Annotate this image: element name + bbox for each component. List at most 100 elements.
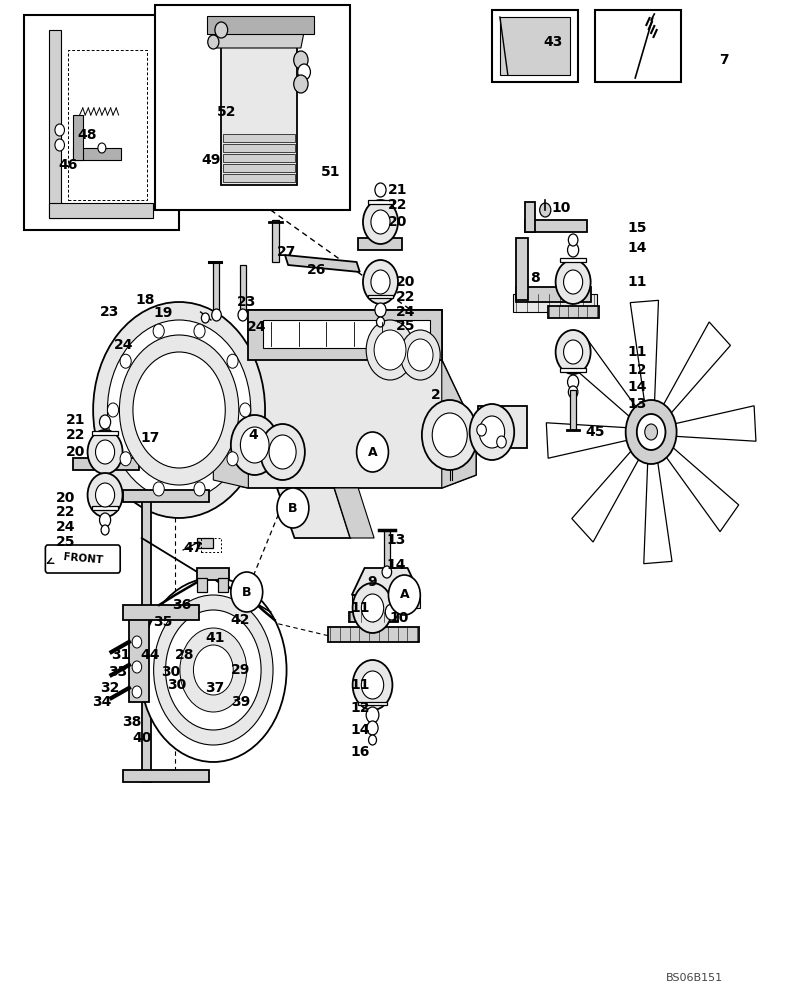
Bar [223, 164, 295, 172]
Bar [49, 203, 153, 218]
Circle shape [371, 270, 390, 294]
Text: 36: 36 [172, 598, 191, 612]
Text: 4: 4 [248, 428, 258, 442]
Text: 30: 30 [162, 665, 181, 679]
Circle shape [88, 473, 123, 517]
Circle shape [382, 566, 392, 578]
Polygon shape [352, 595, 420, 608]
Bar [478, 406, 527, 448]
Circle shape [107, 403, 119, 417]
Circle shape [166, 610, 261, 730]
Bar [384, 530, 390, 568]
Text: A: A [400, 588, 409, 601]
Text: 24: 24 [114, 338, 133, 352]
Circle shape [132, 636, 142, 648]
Text: B: B [242, 585, 252, 598]
Bar [197, 568, 229, 580]
Text: 27: 27 [277, 245, 296, 259]
Bar [516, 238, 528, 300]
Circle shape [140, 578, 287, 762]
Text: 13: 13 [627, 397, 646, 411]
Circle shape [637, 414, 665, 450]
Circle shape [367, 721, 378, 735]
Circle shape [363, 200, 398, 244]
Circle shape [227, 452, 238, 466]
Text: 13: 13 [387, 533, 406, 547]
Bar [492, 10, 578, 82]
Text: 52: 52 [217, 105, 236, 119]
Circle shape [215, 22, 228, 38]
Text: 22: 22 [396, 290, 416, 304]
Text: 21: 21 [66, 413, 85, 427]
Polygon shape [630, 300, 658, 405]
Text: 51: 51 [321, 165, 340, 179]
Circle shape [564, 270, 583, 294]
Circle shape [120, 452, 131, 466]
Text: 26: 26 [307, 263, 326, 277]
Text: 16: 16 [350, 745, 369, 759]
Text: 12: 12 [350, 701, 369, 715]
Circle shape [385, 604, 398, 620]
Bar [218, 578, 228, 592]
Text: BS06B151: BS06B151 [665, 973, 723, 983]
Text: 11: 11 [350, 601, 369, 615]
Circle shape [154, 595, 273, 745]
Polygon shape [662, 322, 731, 415]
Text: 20: 20 [66, 445, 85, 459]
Text: 31: 31 [111, 648, 131, 662]
Text: 20: 20 [56, 491, 75, 505]
Text: 23: 23 [237, 295, 256, 309]
Circle shape [366, 320, 414, 380]
Circle shape [371, 210, 390, 234]
Circle shape [227, 354, 238, 368]
Circle shape [132, 686, 142, 698]
Circle shape [375, 303, 386, 317]
Polygon shape [665, 446, 739, 532]
Text: FRONT: FRONT [63, 552, 103, 566]
Text: 24: 24 [396, 305, 416, 319]
Circle shape [556, 330, 591, 374]
Polygon shape [560, 368, 586, 372]
Text: 22: 22 [388, 198, 408, 212]
Text: 35: 35 [154, 615, 173, 629]
Text: 43: 43 [544, 35, 563, 49]
Bar [129, 617, 149, 702]
Circle shape [540, 203, 551, 217]
Bar [240, 265, 246, 310]
Circle shape [132, 661, 142, 673]
Circle shape [96, 483, 115, 507]
Bar [500, 17, 570, 75]
Polygon shape [368, 295, 393, 298]
Bar [49, 30, 61, 218]
Circle shape [369, 735, 377, 745]
Bar [197, 538, 213, 548]
Text: 14: 14 [627, 380, 646, 394]
Text: 17: 17 [140, 431, 159, 445]
Circle shape [55, 139, 64, 151]
Bar [123, 605, 199, 620]
Circle shape [568, 234, 578, 246]
Polygon shape [213, 32, 304, 48]
Circle shape [294, 75, 308, 93]
Polygon shape [248, 310, 442, 360]
Text: 8: 8 [530, 271, 540, 285]
Bar [73, 115, 83, 160]
Circle shape [240, 403, 251, 417]
Text: 42: 42 [231, 613, 250, 627]
Polygon shape [442, 360, 476, 488]
Circle shape [353, 583, 392, 633]
Bar [197, 578, 207, 592]
Bar [263, 320, 430, 348]
Text: 21: 21 [388, 183, 408, 197]
Circle shape [98, 143, 106, 153]
Polygon shape [644, 459, 672, 564]
Text: 20: 20 [388, 215, 408, 229]
Circle shape [294, 51, 308, 69]
Text: 25: 25 [396, 319, 416, 333]
Bar [349, 612, 398, 622]
Circle shape [568, 243, 579, 257]
Bar [123, 490, 209, 502]
Text: 19: 19 [154, 306, 173, 320]
Polygon shape [352, 568, 420, 595]
Text: 7: 7 [720, 53, 729, 67]
